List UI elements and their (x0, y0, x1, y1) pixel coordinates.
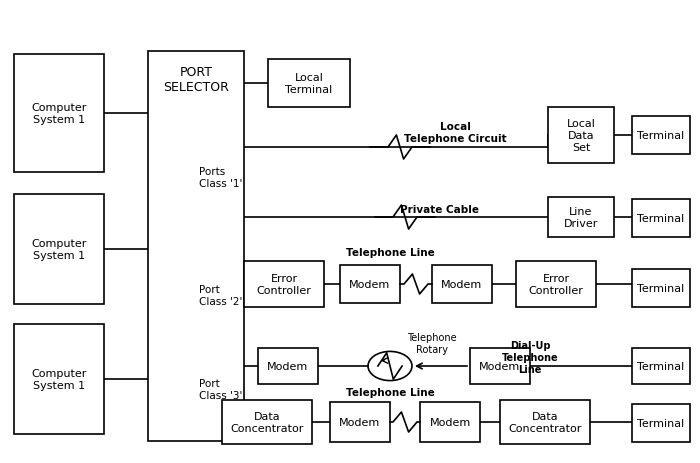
Text: Ports
Class '1': Ports Class '1' (199, 167, 242, 188)
Text: Local
Terminal: Local Terminal (286, 73, 332, 94)
Text: Terminal: Terminal (638, 283, 685, 294)
Bar (222, 400, 312, 444)
Bar (340, 265, 400, 303)
Bar (470, 348, 530, 384)
Bar (432, 265, 492, 303)
Bar (268, 60, 350, 108)
Text: Modem: Modem (442, 279, 482, 289)
Bar (632, 404, 690, 442)
Bar (14, 324, 104, 434)
Bar (258, 348, 318, 384)
Text: Computer
System 1: Computer System 1 (32, 103, 87, 125)
Text: Error
Controller: Error Controller (257, 274, 312, 295)
Text: Modem: Modem (267, 361, 309, 371)
Text: Port
Class '2': Port Class '2' (199, 285, 242, 306)
Bar (14, 55, 104, 173)
Text: Terminal: Terminal (638, 361, 685, 371)
Text: Local
Telephone Circuit: Local Telephone Circuit (404, 122, 506, 144)
Bar (14, 194, 104, 304)
Bar (244, 262, 324, 307)
Text: Telephone Line: Telephone Line (346, 247, 435, 257)
Text: Telephone
Rotary: Telephone Rotary (407, 332, 457, 354)
Text: Error
Controller: Error Controller (528, 274, 583, 295)
Text: Local
Data
Set: Local Data Set (566, 119, 596, 152)
Text: Modem: Modem (429, 417, 470, 427)
Bar (548, 108, 614, 163)
Text: Private Cable: Private Cable (400, 205, 480, 214)
Text: Modem: Modem (340, 417, 381, 427)
Bar (548, 198, 614, 238)
Bar (632, 200, 690, 238)
Text: Terminal: Terminal (638, 418, 685, 428)
Text: Line
Driver: Line Driver (564, 207, 598, 228)
Bar (516, 262, 596, 307)
Text: Data
Concentrator: Data Concentrator (508, 411, 582, 433)
Text: Telephone Line: Telephone Line (346, 387, 435, 397)
Text: Terminal: Terminal (638, 213, 685, 224)
Text: Modem: Modem (349, 279, 391, 289)
Text: Terminal: Terminal (638, 131, 685, 141)
Text: Computer
System 1: Computer System 1 (32, 239, 87, 260)
Bar (420, 402, 480, 442)
Bar (148, 52, 244, 441)
Bar (330, 402, 390, 442)
Text: Dial-Up
Telephone
Line: Dial-Up Telephone Line (502, 341, 559, 374)
Text: Modem: Modem (480, 361, 521, 371)
Text: Computer
System 1: Computer System 1 (32, 369, 87, 390)
Bar (632, 348, 690, 384)
Bar (632, 117, 690, 155)
Text: PORT
SELECTOR: PORT SELECTOR (163, 66, 229, 94)
Text: Data
Concentrator: Data Concentrator (230, 411, 304, 433)
Text: Port
Class '3': Port Class '3' (199, 378, 242, 400)
Bar (632, 269, 690, 307)
Bar (500, 400, 590, 444)
